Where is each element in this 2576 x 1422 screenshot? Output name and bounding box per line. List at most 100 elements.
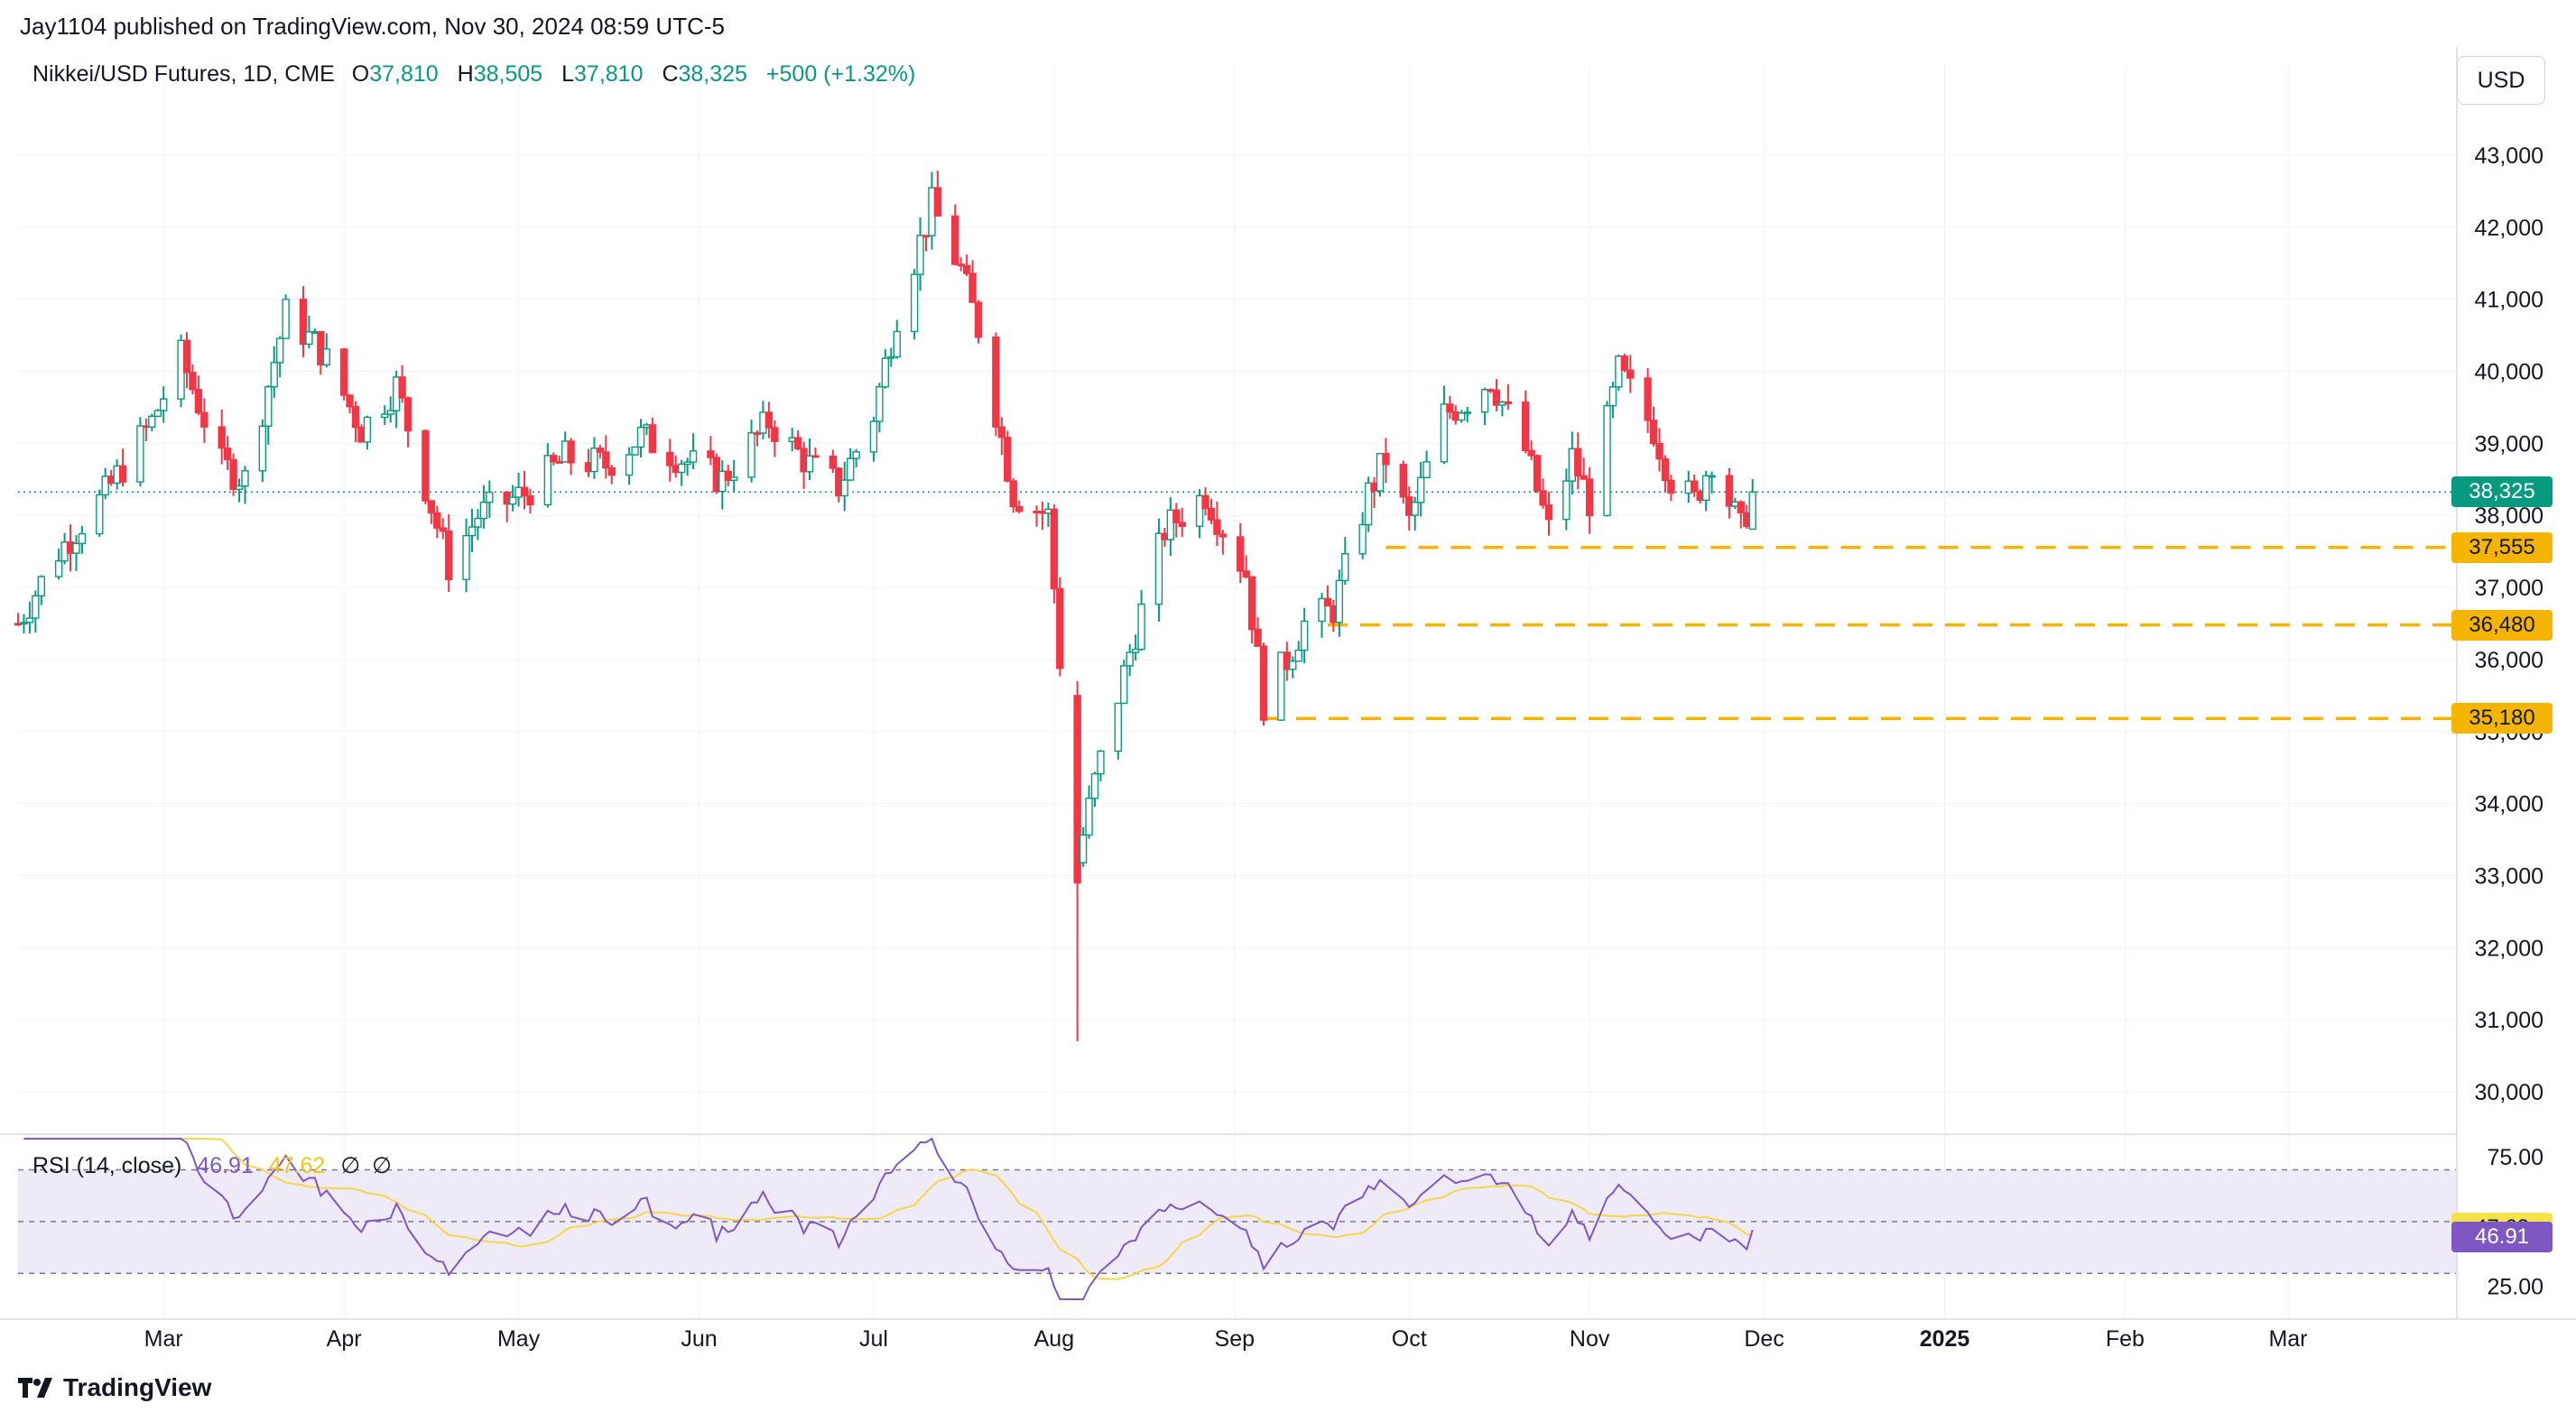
candle-down bbox=[317, 330, 325, 365]
candle-up bbox=[840, 479, 848, 497]
x-tick-label: Sep bbox=[1215, 1326, 1255, 1352]
open-value: 37,810 bbox=[369, 61, 439, 87]
candle-down bbox=[933, 187, 942, 217]
candle-up bbox=[32, 595, 40, 619]
candle-down bbox=[422, 429, 430, 502]
candle-down bbox=[200, 411, 208, 428]
candle-up bbox=[625, 454, 634, 476]
high-label: H bbox=[457, 61, 474, 87]
candle-up bbox=[1120, 665, 1128, 705]
low-label: L bbox=[561, 61, 575, 87]
candle-up bbox=[1114, 702, 1123, 753]
y-tick-label: 42,000 bbox=[2475, 216, 2544, 241]
candle-down bbox=[1580, 475, 1588, 480]
change-value: +500 (+1.32%) bbox=[765, 61, 916, 87]
candle-up bbox=[486, 491, 494, 503]
x-tick-label: Mar bbox=[144, 1326, 183, 1352]
candle-up bbox=[636, 427, 645, 448]
empty-set-icon: ∅ bbox=[372, 1153, 392, 1178]
candle-down bbox=[1207, 507, 1216, 521]
candle-down bbox=[1492, 389, 1501, 406]
candle-down bbox=[351, 406, 360, 429]
candle-up bbox=[916, 235, 924, 275]
empty-set-icon: ∅ bbox=[340, 1153, 361, 1178]
candle-up bbox=[893, 330, 901, 358]
rsi-line bbox=[23, 1137, 1754, 1300]
candle-down bbox=[1323, 597, 1332, 607]
candle-down bbox=[811, 455, 820, 458]
candle-down bbox=[1522, 402, 1530, 451]
candle-down bbox=[1544, 504, 1553, 521]
candle-up bbox=[101, 476, 109, 496]
candle-up bbox=[264, 385, 273, 427]
candle-up bbox=[910, 273, 919, 333]
x-tick-label: Oct bbox=[1392, 1326, 1427, 1352]
candle-down bbox=[1247, 576, 1256, 631]
x-tick-label: Jun bbox=[681, 1326, 717, 1352]
candle-up bbox=[1289, 660, 1297, 670]
candle-up bbox=[1463, 411, 1471, 414]
candle-up bbox=[1341, 553, 1349, 582]
candle-down bbox=[118, 465, 127, 483]
candle-down bbox=[526, 494, 534, 506]
candle-down bbox=[1213, 519, 1221, 535]
candle-down bbox=[1527, 449, 1535, 457]
tradingview-logo-icon bbox=[18, 1378, 52, 1398]
candle-down bbox=[550, 455, 558, 463]
candle-down bbox=[439, 527, 447, 532]
level-tag-35180: 35,180 bbox=[2451, 703, 2553, 734]
candle-up bbox=[20, 622, 28, 625]
support-levels bbox=[18, 491, 2457, 721]
candle-down bbox=[1574, 448, 1582, 477]
candle-down bbox=[1620, 356, 1629, 371]
candle-down bbox=[1056, 587, 1064, 669]
candle-up bbox=[25, 617, 34, 623]
symbol-legend[interactable]: Nikkei/USD Futures, 1D, CME O37,810 H38,… bbox=[32, 61, 921, 88]
currency-button[interactable]: USD bbox=[2457, 56, 2545, 105]
candle-down bbox=[1655, 442, 1663, 460]
candle-down bbox=[1201, 494, 1209, 510]
candle-down bbox=[520, 486, 529, 497]
publisher-line: Jay1104 published on TradingView.com, No… bbox=[20, 13, 725, 40]
candle-down bbox=[1737, 501, 1746, 514]
candle-down bbox=[974, 301, 983, 338]
candle-down bbox=[1004, 437, 1012, 482]
candle-up bbox=[1480, 389, 1489, 413]
tradingview-logo[interactable]: TradingView bbox=[18, 1373, 211, 1402]
brand-name: TradingView bbox=[63, 1373, 212, 1401]
candle-up bbox=[1416, 476, 1425, 503]
candle-down bbox=[1504, 401, 1513, 404]
y-tick-label: 43,000 bbox=[2475, 143, 2544, 169]
high-value: 38,505 bbox=[473, 61, 543, 87]
candle-up bbox=[1422, 461, 1431, 478]
x-tick-label: Feb bbox=[2106, 1326, 2145, 1352]
x-tick-label: Dec bbox=[1744, 1326, 1784, 1352]
candle-up bbox=[136, 425, 144, 483]
rsi-ma-line bbox=[23, 1138, 1753, 1280]
close-value: 38,325 bbox=[678, 61, 747, 87]
candle-down bbox=[829, 455, 838, 469]
rsi-title[interactable]: RSI (14, close) bbox=[32, 1153, 182, 1178]
rsi-legend[interactable]: RSI (14, close) 46.91 47.62 ∅ ∅ bbox=[32, 1152, 392, 1179]
candle-up bbox=[508, 496, 517, 505]
candle-down bbox=[1644, 377, 1652, 421]
candle-down bbox=[997, 426, 1006, 439]
candle-down bbox=[194, 389, 203, 414]
candle-up bbox=[1358, 523, 1367, 555]
candle-up bbox=[1085, 798, 1093, 836]
candle-up bbox=[160, 398, 168, 411]
candle-down bbox=[666, 451, 674, 466]
candle-up bbox=[275, 337, 284, 364]
candle-up bbox=[1411, 502, 1419, 516]
candle-down bbox=[1399, 464, 1407, 498]
candle-up bbox=[543, 455, 552, 506]
y-tick-label: 40,000 bbox=[2475, 360, 2544, 385]
candle-up bbox=[887, 356, 895, 359]
candle-down bbox=[1649, 420, 1658, 445]
x-tick-label: May bbox=[497, 1326, 541, 1352]
candle-up bbox=[322, 348, 330, 365]
symbol-name[interactable]: Nikkei/USD Futures, 1D, CME bbox=[32, 61, 335, 87]
candle-up bbox=[1131, 648, 1140, 653]
candle-up bbox=[1277, 651, 1285, 721]
